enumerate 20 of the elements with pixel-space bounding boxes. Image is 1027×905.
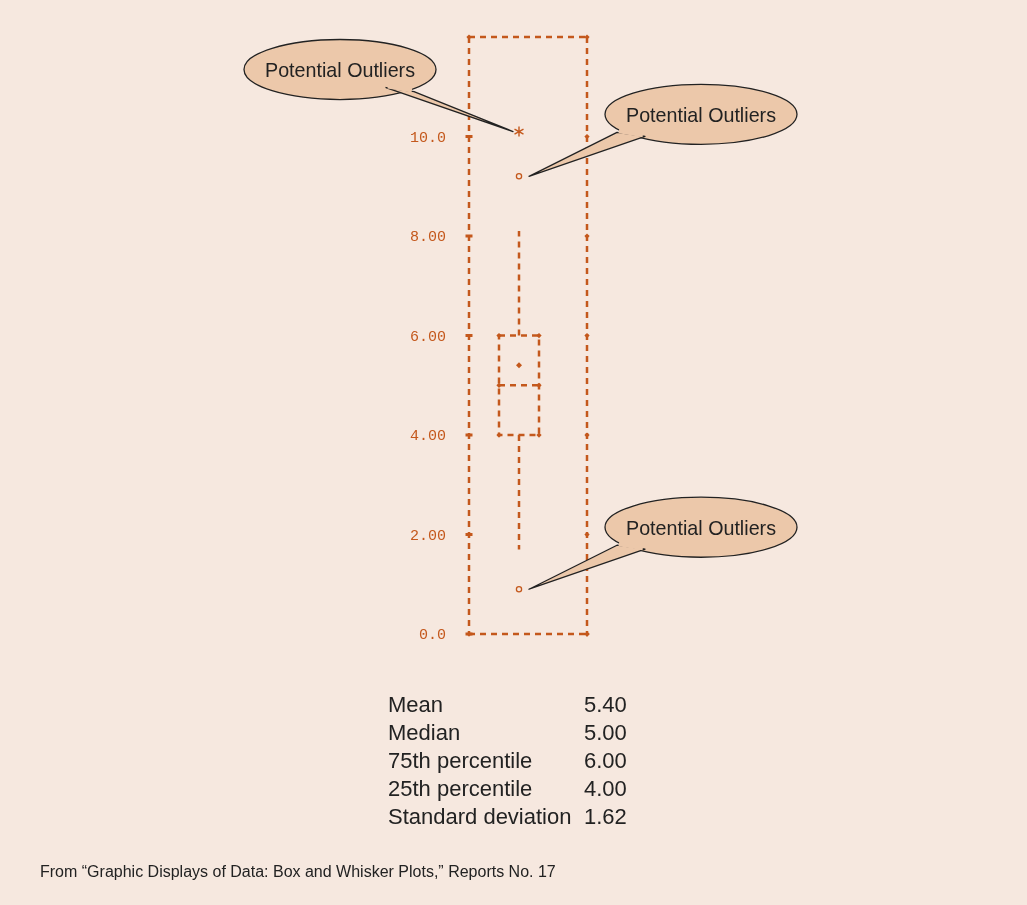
y-tick-label: 8.00 xyxy=(409,229,446,247)
text: 25th percentile xyxy=(388,775,533,801)
text: 6.00 xyxy=(584,747,627,773)
text: Standard deviation xyxy=(388,803,572,829)
text: 75th percentile xyxy=(388,747,533,773)
y-tick-label: 2.00 xyxy=(409,527,446,545)
text: Median xyxy=(388,719,461,745)
y-tick-label: 10.0 xyxy=(409,129,446,147)
y-tick-label: 6.00 xyxy=(409,328,446,346)
text: 4.00 xyxy=(584,775,627,801)
text: Mean xyxy=(388,691,444,717)
text: 1.62 xyxy=(584,803,627,829)
text: 5.40 xyxy=(584,691,627,717)
text: Potential Outliers xyxy=(265,57,425,81)
text: Potential Outliers xyxy=(626,515,786,539)
text: Potential Outliers xyxy=(626,102,786,126)
text: From “Graphic Displays of Data: Box and Whisker Plots,” Reports No. 17 xyxy=(40,862,556,880)
y-tick-label: 0.0 xyxy=(418,627,446,645)
text: 5.00 xyxy=(584,719,627,745)
y-tick-label: 4.00 xyxy=(409,428,446,446)
